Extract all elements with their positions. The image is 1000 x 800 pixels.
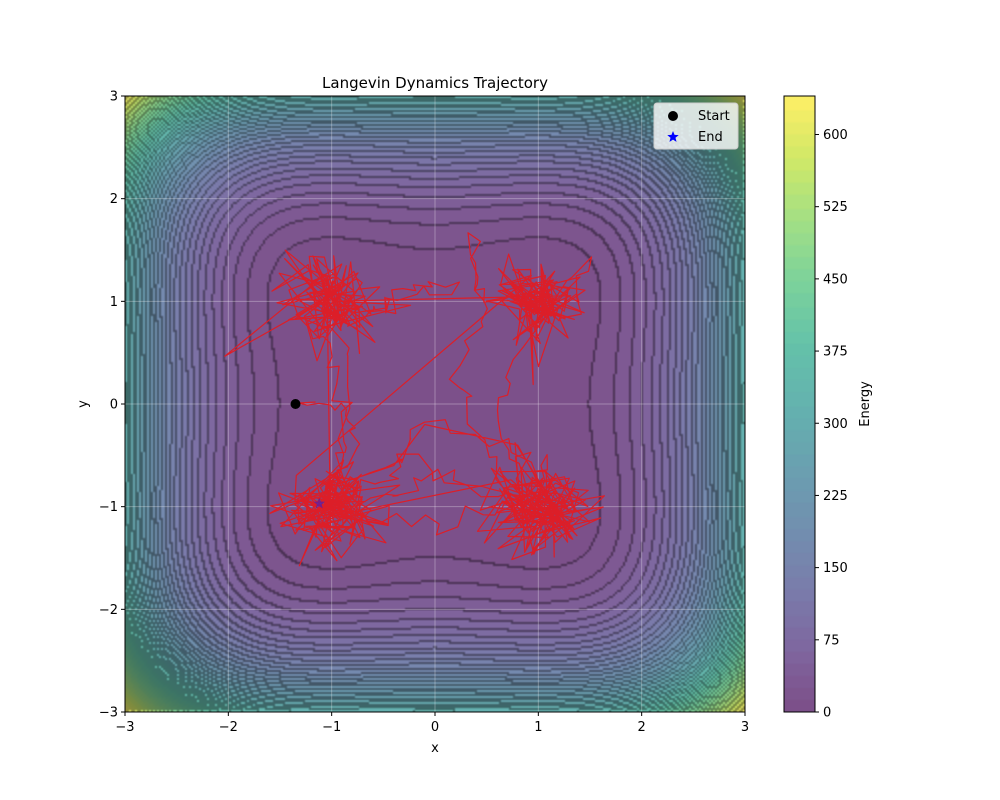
- colorbar-tick-label: 0: [823, 706, 831, 721]
- legend-end-label: End: [698, 130, 723, 145]
- x-tick-label: −3: [115, 720, 134, 735]
- colorbar-ticks: 0 75 150 225 300 375 450 525 600: [815, 128, 848, 721]
- y-tick-label: 0: [110, 398, 118, 413]
- colorbar-gradient: [784, 96, 815, 712]
- chart-title: Langevin Dynamics Trajectory: [322, 74, 548, 92]
- colorbar-tick-label: 225: [823, 489, 848, 504]
- plot-area: [124, 95, 746, 713]
- y-axis-ticks: −3 −2 −1 0 1 2 3: [99, 90, 125, 721]
- trajectory: [224, 232, 606, 567]
- legend-end-icon: [667, 131, 679, 142]
- legend-start-label: Start: [698, 109, 730, 124]
- y-tick-label: 2: [110, 192, 118, 207]
- x-tick-label: 3: [741, 720, 749, 735]
- colorbar: 0 75 150 225 300 375 450 525 600 Energy: [783, 95, 873, 721]
- start-marker: [290, 399, 301, 409]
- colorbar-tick-label: 150: [823, 561, 848, 576]
- energy-contour-field: [125, 96, 745, 712]
- colorbar-tick-label: 600: [823, 128, 848, 143]
- x-axis-ticks: −3 −2 −1 0 1 2 3: [115, 712, 749, 735]
- x-tick-label: −1: [322, 720, 341, 735]
- legend: Start End: [653, 102, 739, 150]
- colorbar-tick-label: 450: [823, 272, 848, 287]
- x-tick-label: 1: [534, 720, 542, 735]
- x-tick-label: 0: [431, 720, 439, 735]
- x-tick-label: 2: [638, 720, 646, 735]
- grid-lines: [125, 96, 745, 712]
- y-tick-label: −2: [99, 603, 118, 618]
- colorbar-label: Energy: [858, 381, 873, 427]
- y-tick-label: 3: [110, 90, 118, 105]
- colorbar-tick-label: 375: [823, 345, 848, 360]
- end-marker: [313, 497, 325, 509]
- y-tick-label: 1: [110, 295, 118, 310]
- legend-start-icon: [668, 111, 678, 121]
- colorbar-tick-label: 75: [823, 633, 840, 648]
- x-tick-label: −2: [219, 720, 238, 735]
- colorbar-tick-label: 525: [823, 200, 848, 215]
- x-axis-label: x: [431, 741, 439, 756]
- colorbar-tick-label: 300: [823, 417, 848, 432]
- colorbar-frame: [783, 95, 816, 713]
- y-tick-label: −3: [99, 706, 118, 721]
- y-tick-label: −1: [99, 500, 118, 515]
- trajectory-line: [224, 232, 606, 567]
- y-axis-label: y: [76, 400, 91, 408]
